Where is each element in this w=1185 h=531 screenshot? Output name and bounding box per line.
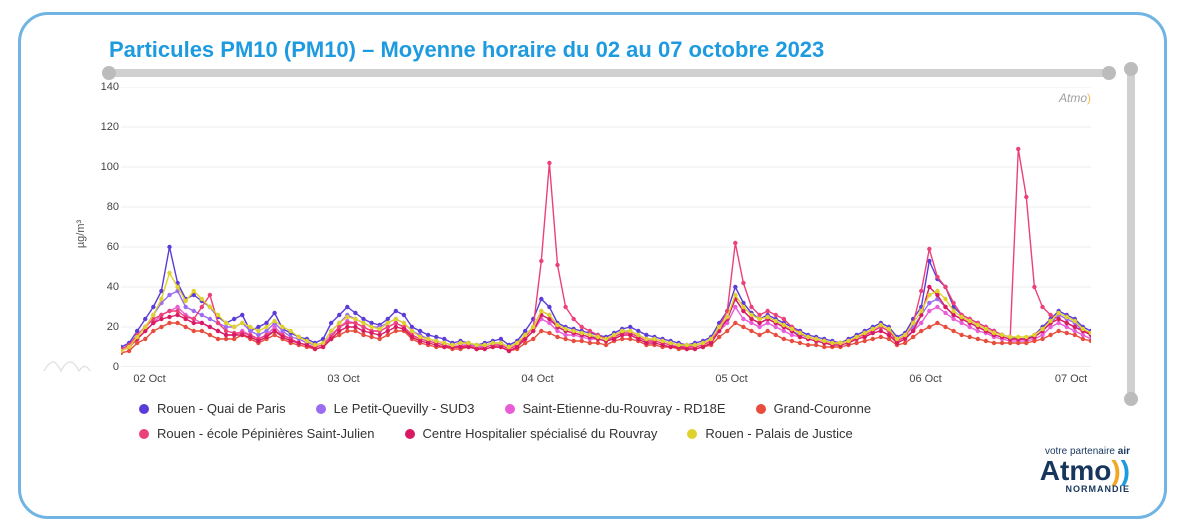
legend-label: Rouen - Palais de Justice (705, 426, 852, 441)
chart-area: µg/m³ Atmo) 020406080100120140 02 Oct03 … (79, 69, 1119, 399)
legend-swatch (139, 404, 149, 414)
chart-title: Particules PM10 (PM10) – Moyenne horaire… (109, 37, 1136, 63)
legend-label: Le Petit-Quevilly - SUD3 (334, 401, 475, 416)
legend: Rouen - Quai de Paris Le Petit-Quevilly -… (139, 401, 1039, 441)
legend-swatch (756, 404, 766, 414)
y-tick-label: 140 (95, 81, 119, 93)
y-tick-label: 40 (95, 281, 119, 293)
y-tick-label: 120 (95, 121, 119, 133)
line-chart (121, 87, 1091, 367)
overview-spark-icon (43, 357, 91, 375)
x-tick-label: 03 Oct (327, 373, 359, 385)
y-tick-label: 100 (95, 161, 119, 173)
legend-item[interactable]: Grand-Couronne (756, 401, 872, 416)
legend-item[interactable]: Saint-Etienne-du-Rouvray - RD18E (505, 401, 726, 416)
y-tick-label: 20 (95, 321, 119, 333)
legend-label: Centre Hospitalier spécialisé du Rouvray (423, 426, 658, 441)
x-tick-label: 07 Oct (1055, 373, 1087, 385)
legend-label: Saint-Etienne-du-Rouvray - RD18E (523, 401, 726, 416)
legend-swatch (139, 429, 149, 439)
legend-item[interactable]: Rouen - Palais de Justice (687, 426, 852, 441)
y-range-slider[interactable] (1127, 69, 1135, 399)
x-tick-label: 05 Oct (715, 373, 747, 385)
x-tick-label: 02 Oct (133, 373, 165, 385)
legend-label: Rouen - Quai de Paris (157, 401, 286, 416)
brand-logo: votre partenaire air Atmo)) NORMANDIE (1040, 447, 1130, 494)
legend-item[interactable]: Rouen - Quai de Paris (139, 401, 286, 416)
y-tick-label: 0 (95, 361, 119, 373)
legend-item[interactable]: Le Petit-Quevilly - SUD3 (316, 401, 475, 416)
chart-watermark: Atmo) (1059, 91, 1091, 105)
legend-swatch (405, 429, 415, 439)
chart-card: Particules PM10 (PM10) – Moyenne horaire… (18, 12, 1167, 519)
legend-swatch (316, 404, 326, 414)
x-tick-label: 06 Oct (909, 373, 941, 385)
legend-item[interactable]: Centre Hospitalier spécialisé du Rouvray (405, 426, 658, 441)
legend-swatch (505, 404, 515, 414)
legend-label: Rouen - école Pépinières Saint-Julien (157, 426, 375, 441)
legend-item[interactable]: Rouen - école Pépinières Saint-Julien (139, 426, 375, 441)
y-tick-label: 80 (95, 201, 119, 213)
x-range-slider[interactable] (109, 69, 1109, 77)
y-axis-label: µg/m³ (75, 220, 87, 248)
legend-label: Grand-Couronne (774, 401, 872, 416)
legend-swatch (687, 429, 697, 439)
x-tick-label: 04 Oct (521, 373, 553, 385)
y-tick-label: 60 (95, 241, 119, 253)
